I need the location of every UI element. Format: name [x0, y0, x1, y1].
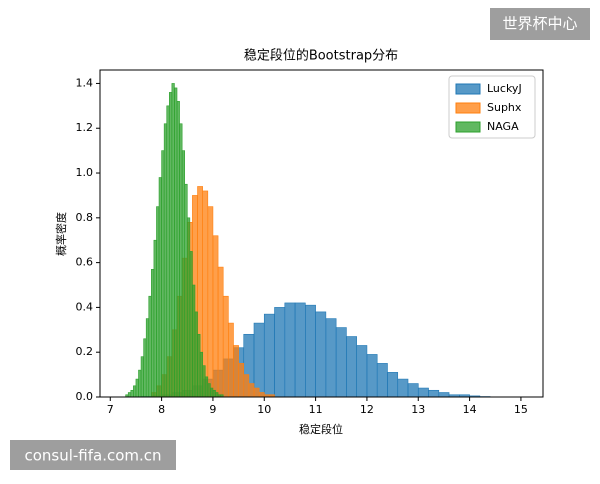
histogram-bar: [215, 393, 218, 397]
x-tick-label: 10: [257, 403, 271, 416]
histogram-bar: [357, 345, 367, 397]
histogram-bar: [164, 124, 167, 397]
histogram-bar: [141, 357, 144, 397]
x-axis-label: 稳定段位: [299, 422, 343, 436]
histogram-bar: [154, 240, 157, 397]
watermark: consul-fifa.com.cn: [24, 447, 161, 465]
histogram-bar: [295, 303, 305, 397]
histogram-bar: [180, 124, 183, 397]
histogram-bar: [205, 377, 208, 397]
histogram-bar: [200, 352, 203, 397]
histogram-bar: [144, 339, 147, 397]
histogram-bar: [138, 370, 141, 397]
histogram-bar: [146, 319, 149, 397]
histogram-bar: [167, 106, 170, 397]
histogram-bar: [244, 375, 249, 397]
histogram-bar: [439, 393, 449, 397]
histogram-bar: [208, 384, 211, 397]
histogram-bar: [387, 372, 397, 397]
histogram-bar: [213, 390, 216, 397]
y-tick-label: 0.6: [76, 256, 94, 269]
histogram-bar: [377, 363, 387, 397]
x-tick-label: 7: [107, 403, 114, 416]
histogram-bar: [249, 384, 254, 397]
histogram-bar: [195, 312, 198, 397]
histogram-bar: [223, 296, 228, 397]
x-tick-label: 15: [514, 403, 528, 416]
histogram-bar: [418, 388, 428, 397]
y-axis-label: 概率密度: [54, 212, 68, 256]
histogram-bar: [213, 236, 218, 397]
histogram-bar: [187, 218, 190, 397]
legend-label: LuckyJ: [487, 82, 522, 95]
x-tick-label: 12: [360, 403, 374, 416]
histogram-bar: [228, 323, 233, 397]
histogram-bar: [203, 366, 206, 397]
histogram-bar: [156, 207, 159, 397]
histogram-bar: [210, 388, 213, 397]
histogram-bar: [131, 390, 134, 397]
histogram-bar: [398, 379, 408, 397]
histogram-bar: [264, 314, 274, 397]
y-tick-label: 1.0: [76, 166, 94, 179]
histogram-bar: [275, 307, 285, 397]
histogram-bar: [149, 296, 152, 397]
legend-label: Suphx: [487, 101, 522, 114]
legend-swatch: [456, 103, 480, 113]
y-tick-label: 0.8: [76, 211, 94, 224]
histogram-bar: [336, 328, 346, 397]
histogram-bar: [367, 354, 377, 397]
histogram-bar: [198, 334, 201, 397]
histogram-bar: [239, 363, 244, 397]
x-tick-label: 13: [411, 403, 425, 416]
histogram-bar: [218, 267, 223, 397]
histogram-bar: [259, 393, 264, 397]
histogram-bar: [172, 83, 175, 397]
histogram-bar: [285, 303, 295, 397]
histogram-bar: [408, 384, 418, 397]
y-tick-label: 1.4: [76, 76, 94, 89]
histogram-bar: [182, 151, 185, 397]
histogram-bar: [190, 251, 193, 397]
histogram-bar: [128, 393, 131, 397]
y-tick-label: 0.0: [76, 390, 94, 403]
histogram-bar: [316, 312, 326, 397]
y-tick-label: 1.2: [76, 121, 94, 134]
histogram-bar: [305, 305, 315, 397]
histogram-bar: [233, 345, 238, 397]
histogram-bar: [174, 88, 177, 397]
histogram-bar: [177, 101, 180, 397]
y-tick-label: 0.4: [76, 300, 94, 313]
x-tick-label: 9: [209, 403, 216, 416]
histogram-bar: [162, 151, 165, 397]
x-tick-label: 8: [158, 403, 165, 416]
histogram-bar: [151, 269, 154, 397]
watermark: 世界杯中心: [502, 15, 577, 33]
histogram-bar: [136, 379, 139, 397]
histogram-bar: [159, 178, 162, 397]
legend-swatch: [456, 122, 480, 132]
x-tick-label: 11: [309, 403, 323, 416]
histogram-bar: [254, 388, 259, 397]
histogram-bar: [169, 92, 172, 397]
histogram-bar: [192, 285, 195, 397]
legend-label: NAGA: [487, 120, 519, 133]
histogram-bar: [254, 323, 264, 397]
histogram-bar: [133, 386, 136, 397]
y-tick-label: 0.2: [76, 345, 94, 358]
x-tick-label: 14: [463, 403, 477, 416]
histogram-bar: [326, 319, 336, 397]
chart-title: 稳定段位的Bootstrap分布: [244, 48, 398, 64]
histogram-bar: [208, 207, 213, 397]
histogram-bar: [185, 184, 188, 397]
histogram-bar: [346, 337, 356, 397]
legend-swatch: [456, 84, 480, 94]
histogram-bar: [429, 390, 439, 397]
